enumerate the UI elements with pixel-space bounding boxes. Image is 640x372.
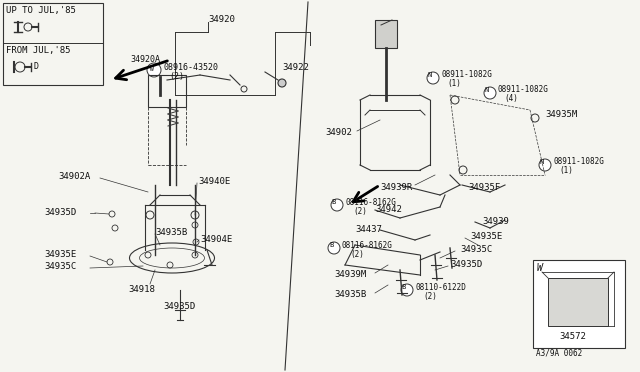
Text: 34902A: 34902A: [58, 172, 90, 181]
Bar: [148, 75, 186, 107]
Text: W: W: [150, 67, 154, 72]
Text: D: D: [34, 62, 39, 71]
Circle shape: [484, 87, 496, 99]
Text: N: N: [485, 87, 489, 93]
Text: 08911-1082G: 08911-1082G: [498, 85, 549, 94]
Text: 08110-6122D: 08110-6122D: [415, 283, 466, 292]
Bar: [375, 20, 397, 48]
Text: W: W: [537, 263, 543, 273]
Text: 34935E: 34935E: [44, 250, 76, 259]
Text: (2): (2): [169, 72, 184, 81]
Text: 08116-8162G: 08116-8162G: [345, 198, 396, 207]
Bar: [3, 3, 103, 85]
Text: (2): (2): [423, 292, 437, 301]
Text: 34437: 34437: [355, 225, 382, 234]
Text: 34940E: 34940E: [198, 177, 230, 186]
Text: 34902: 34902: [325, 128, 352, 137]
Text: 34935C: 34935C: [460, 245, 492, 254]
Circle shape: [328, 242, 340, 254]
Text: (2): (2): [353, 207, 367, 216]
Text: 34935D: 34935D: [450, 260, 483, 269]
Text: 34572: 34572: [559, 332, 586, 341]
Text: 08911-1082G: 08911-1082G: [553, 157, 604, 166]
Circle shape: [401, 284, 413, 296]
Text: (4): (4): [504, 94, 518, 103]
Bar: [548, 278, 608, 326]
Circle shape: [147, 63, 161, 77]
Text: 34935F: 34935F: [468, 183, 500, 192]
Text: A3/9A 0062: A3/9A 0062: [536, 348, 582, 357]
Bar: [533, 260, 625, 348]
Text: 34935D: 34935D: [163, 302, 195, 311]
Text: (1): (1): [559, 166, 573, 175]
Text: 08911-1082G: 08911-1082G: [441, 70, 492, 79]
Text: UP TO JUL,'85: UP TO JUL,'85: [6, 6, 76, 15]
Text: 34922: 34922: [282, 63, 309, 72]
Text: (1): (1): [447, 79, 461, 88]
Text: 34939M: 34939M: [334, 270, 366, 279]
Text: FROM JUL,'85: FROM JUL,'85: [6, 46, 70, 55]
Text: 34935M: 34935M: [545, 110, 577, 119]
Text: 34920A: 34920A: [130, 55, 160, 64]
Circle shape: [278, 79, 286, 87]
Text: B: B: [332, 199, 336, 205]
Text: 34904E: 34904E: [200, 235, 232, 244]
Text: N: N: [428, 72, 432, 78]
Text: 34942: 34942: [375, 205, 402, 214]
Text: 34939: 34939: [482, 217, 509, 226]
Text: 34920: 34920: [208, 15, 235, 24]
Text: (2): (2): [350, 250, 364, 259]
Text: 34939R: 34939R: [380, 183, 412, 192]
Text: B: B: [329, 242, 333, 248]
Text: 08916-43520: 08916-43520: [163, 63, 218, 72]
Text: 34935D: 34935D: [44, 208, 76, 217]
Circle shape: [427, 72, 439, 84]
Text: 34935B: 34935B: [155, 228, 188, 237]
Text: 34935E: 34935E: [470, 232, 502, 241]
Text: N: N: [540, 159, 544, 165]
Text: 08116-8162G: 08116-8162G: [342, 241, 393, 250]
Circle shape: [539, 159, 551, 171]
Text: 34918: 34918: [128, 285, 155, 294]
Circle shape: [331, 199, 343, 211]
Text: 34935C: 34935C: [44, 262, 76, 271]
Text: B: B: [402, 284, 406, 290]
Text: 34935B: 34935B: [334, 290, 366, 299]
